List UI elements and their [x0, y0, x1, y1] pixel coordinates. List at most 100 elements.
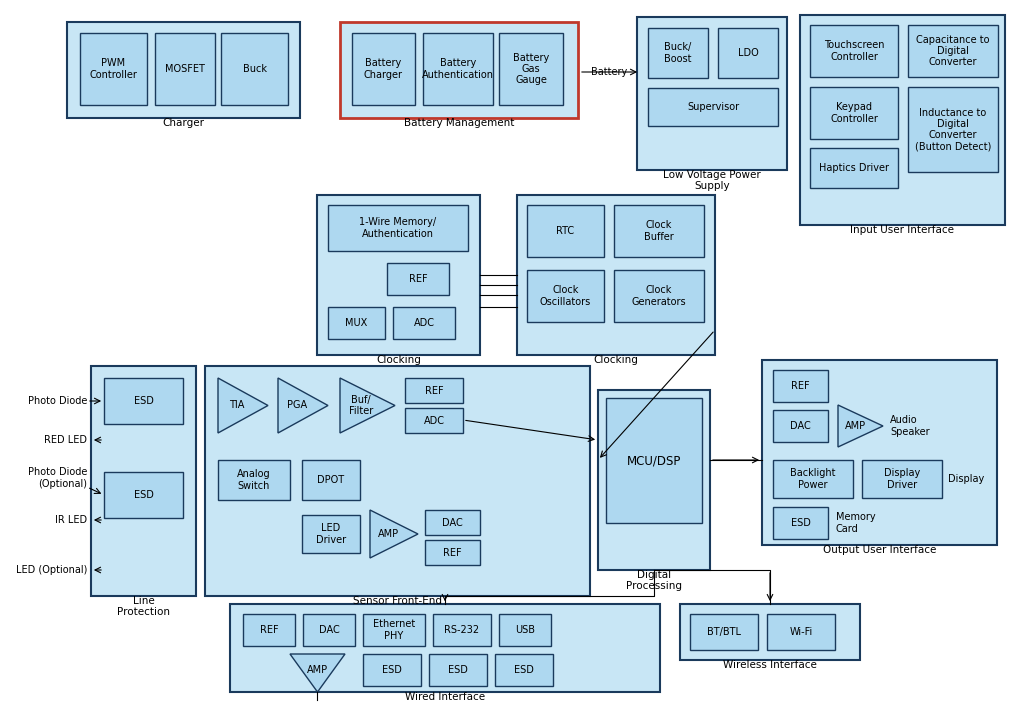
Bar: [303, 614, 355, 646]
Bar: [387, 263, 449, 295]
Text: LDO: LDO: [737, 48, 758, 58]
Text: ESD: ESD: [448, 665, 467, 675]
Bar: [302, 515, 360, 553]
Text: Battery Management: Battery Management: [404, 118, 514, 128]
Bar: [393, 307, 455, 339]
Text: MOSFET: MOSFET: [165, 64, 205, 74]
Text: Charger: Charger: [162, 118, 205, 128]
Bar: [243, 614, 295, 646]
Text: Wi-Fi: Wi-Fi: [789, 627, 812, 637]
Bar: [104, 378, 183, 424]
Text: Clock
Buffer: Clock Buffer: [644, 220, 674, 241]
Bar: [800, 15, 1005, 225]
Text: REF: REF: [443, 547, 461, 558]
Bar: [328, 307, 385, 339]
Polygon shape: [218, 378, 268, 433]
Bar: [606, 398, 702, 523]
Text: ESD: ESD: [134, 396, 153, 406]
Bar: [773, 370, 828, 402]
Bar: [517, 195, 715, 355]
Text: Display: Display: [948, 474, 985, 484]
Text: Clocking: Clocking: [593, 355, 639, 365]
Text: AMP: AMP: [377, 529, 399, 539]
Bar: [218, 460, 290, 500]
Text: MUX: MUX: [346, 318, 368, 328]
Bar: [862, 460, 942, 498]
Text: LED (Optional): LED (Optional): [15, 565, 87, 575]
Text: Memory
Card: Memory Card: [836, 513, 876, 534]
Bar: [205, 366, 590, 596]
Polygon shape: [290, 654, 345, 692]
Bar: [495, 654, 553, 686]
Bar: [637, 17, 787, 170]
Text: DAC: DAC: [442, 517, 462, 527]
Text: Supervisor: Supervisor: [686, 102, 739, 112]
Bar: [155, 33, 215, 105]
Text: REF: REF: [791, 381, 810, 391]
Bar: [680, 604, 860, 660]
Text: ADC: ADC: [424, 416, 444, 426]
Text: Wired Interface: Wired Interface: [405, 692, 485, 702]
Bar: [773, 507, 828, 539]
Bar: [810, 87, 898, 139]
Text: Buf/
Filter: Buf/ Filter: [349, 395, 373, 417]
Text: Input User Interface: Input User Interface: [851, 225, 954, 235]
Bar: [67, 22, 300, 118]
Text: AMP: AMP: [845, 421, 866, 431]
Text: Clocking: Clocking: [376, 355, 421, 365]
Bar: [230, 604, 660, 692]
Text: REF: REF: [409, 274, 427, 284]
Text: REF: REF: [260, 625, 278, 635]
Text: ESD: ESD: [134, 490, 153, 500]
Bar: [104, 472, 183, 518]
Text: DAC: DAC: [790, 421, 811, 431]
Polygon shape: [278, 378, 328, 433]
Bar: [527, 270, 604, 322]
Bar: [810, 25, 898, 77]
Text: 1-Wire Memory/
Authentication: 1-Wire Memory/ Authentication: [359, 217, 437, 239]
Text: Buck/
Boost: Buck/ Boost: [664, 42, 692, 64]
Text: Haptics Driver: Haptics Driver: [819, 163, 889, 173]
Text: Ethernet
PHY: Ethernet PHY: [373, 619, 415, 640]
Bar: [317, 195, 480, 355]
Text: ESD: ESD: [791, 518, 810, 528]
Bar: [221, 33, 288, 105]
Bar: [598, 390, 710, 570]
Text: Battery: Battery: [591, 67, 628, 77]
Bar: [363, 614, 425, 646]
Text: Sensor Front-End: Sensor Front-End: [353, 596, 442, 606]
Bar: [767, 614, 835, 650]
Text: PGA: PGA: [287, 400, 307, 410]
Text: Buck: Buck: [242, 64, 267, 74]
Text: Capacitance to
Digital
Converter: Capacitance to Digital Converter: [917, 35, 990, 67]
Text: RS-232: RS-232: [444, 625, 480, 635]
Bar: [328, 205, 468, 251]
Bar: [527, 205, 604, 257]
Text: Output User Interface: Output User Interface: [822, 545, 936, 555]
Bar: [405, 408, 463, 433]
Text: Battery
Gas
Gauge: Battery Gas Gauge: [513, 53, 550, 85]
Text: Photo Diode: Photo Diode: [27, 396, 87, 406]
Text: Clock
Oscillators: Clock Oscillators: [539, 285, 591, 306]
Polygon shape: [838, 405, 883, 447]
Text: BT/BTL: BT/BTL: [707, 627, 741, 637]
Text: DPOT: DPOT: [317, 475, 345, 485]
Polygon shape: [370, 510, 418, 558]
Text: USB: USB: [515, 625, 535, 635]
Bar: [425, 540, 480, 565]
Bar: [773, 410, 828, 442]
Text: Backlight
Power: Backlight Power: [790, 468, 836, 489]
Bar: [810, 148, 898, 188]
Bar: [908, 25, 998, 77]
Text: Inductance to
Digital
Converter
(Button Detect): Inductance to Digital Converter (Button …: [915, 108, 992, 151]
Text: Battery
Charger: Battery Charger: [364, 59, 403, 80]
Text: Clock
Generators: Clock Generators: [632, 285, 686, 306]
Bar: [762, 360, 997, 545]
Bar: [773, 460, 853, 498]
Bar: [718, 28, 778, 78]
Text: AMP: AMP: [307, 665, 329, 675]
Text: Wireless Interface: Wireless Interface: [723, 660, 817, 670]
Bar: [499, 614, 551, 646]
Text: ESD: ESD: [382, 665, 402, 675]
Bar: [433, 614, 491, 646]
